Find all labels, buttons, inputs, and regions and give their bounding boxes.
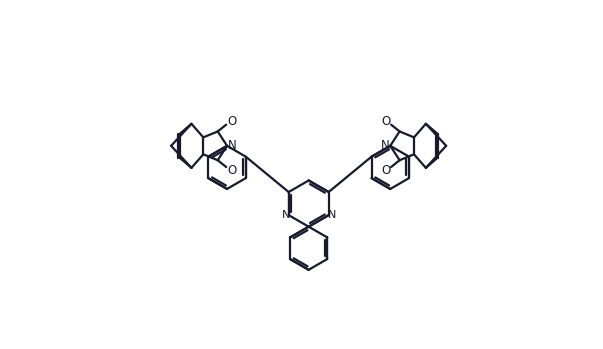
Text: O: O <box>227 164 236 177</box>
Text: O: O <box>381 115 390 128</box>
Text: O: O <box>381 164 390 177</box>
Text: N: N <box>282 210 290 220</box>
Text: O: O <box>227 115 236 128</box>
Text: N: N <box>380 139 390 152</box>
Text: N: N <box>228 139 237 152</box>
Text: N: N <box>327 210 336 220</box>
